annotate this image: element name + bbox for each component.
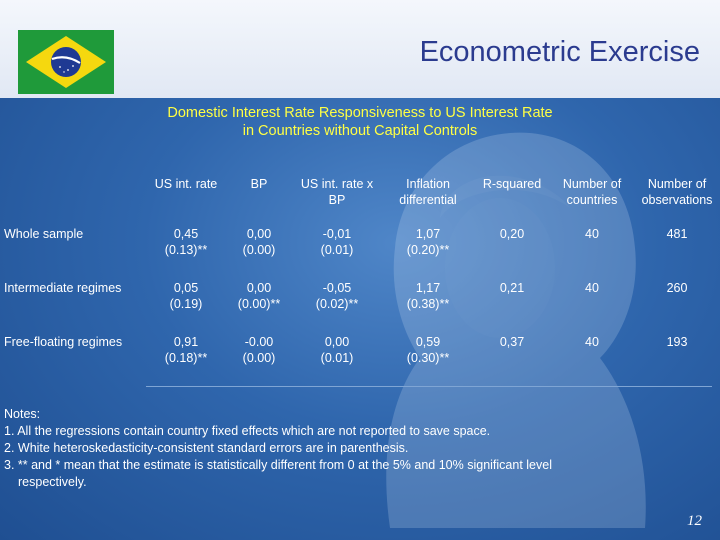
table-cell: -0,05 (0.02)** <box>315 281 359 311</box>
header-corner-cell <box>0 174 146 210</box>
column-header: R-squared <box>482 177 542 191</box>
table-cell: 40 <box>585 281 599 295</box>
brazil-flag-icon <box>18 30 114 94</box>
column-header: US int. rate <box>154 177 218 191</box>
table-caption: Domestic Interest Rate Responsiveness to… <box>0 104 720 140</box>
column-header: Number of countries <box>562 177 622 207</box>
table-cell: 0,00 (0.00) <box>242 227 276 257</box>
header-band: Econometric Exercise <box>0 0 720 98</box>
table-cell: 1,17 (0.38)** <box>406 281 450 311</box>
table-cell: 40 <box>585 227 599 241</box>
page-number: 12 <box>687 513 702 529</box>
note-item-continuation: respectively. <box>18 475 87 489</box>
table-cell: 40 <box>585 335 599 349</box>
table-cell: 0,00 (0.00)** <box>237 281 281 311</box>
note-item: 1. All the regressions contain country f… <box>4 424 491 438</box>
table-cell: -0.00 (0.00) <box>242 335 276 365</box>
table-row: Intermediate regimes 0,05 (0.19) 0,00 (0.0… <box>0 268 720 322</box>
note-item: 2. White heteroskedasticity-consistent s… <box>4 441 409 455</box>
table-cell: 260 <box>666 281 688 295</box>
table-cell: 193 <box>666 335 688 349</box>
table-cell: 0,21 <box>499 281 525 295</box>
table-cell: 0,37 <box>499 335 525 349</box>
slide-title: Econometric Exercise <box>419 36 700 68</box>
row-label: Whole sample <box>4 227 84 241</box>
column-header: Inflation differential <box>399 177 457 207</box>
table-row: Whole sample 0,45 (0.13)** 0,00 (0.00) -0,… <box>0 210 720 268</box>
column-header: Number of observations <box>641 177 713 207</box>
row-label: Intermediate regimes <box>4 281 122 295</box>
table-cell: 0,20 <box>499 227 525 241</box>
table-cell: 0,00 (0.01) <box>320 335 354 365</box>
table-cell: -0,01 (0.01) <box>320 227 354 257</box>
table-cell: 481 <box>666 227 688 241</box>
table-cell: 0,45 (0.13)** <box>164 227 208 257</box>
column-header: US int. rate x BP <box>300 177 374 207</box>
table-cell: 1,07 (0.20)** <box>406 227 450 257</box>
row-label: Free-floating regimes <box>4 335 123 349</box>
caption-line-1: Domestic Interest Rate Responsiveness to… <box>167 105 553 121</box>
table-header-row: US int. rate BP US int. rate x BP Inflati… <box>0 174 720 210</box>
table-bottom-divider <box>146 386 712 387</box>
column-header: BP <box>250 177 268 191</box>
table-notes: Notes: 1. All the regressions contain co… <box>4 406 714 491</box>
note-item: 3. ** and * mean that the estimate is st… <box>4 458 552 472</box>
table-cell: 0,91 (0.18)** <box>164 335 208 365</box>
caption-line-2: in Countries without Capital Controls <box>242 123 478 139</box>
regression-results-table: US int. rate BP US int. rate x BP Inflati… <box>0 174 720 376</box>
table-cell: 0,59 (0.30)** <box>406 335 450 365</box>
table-row: Free-floating regimes 0,91 (0.18)** -0.00… <box>0 322 720 376</box>
notes-heading: Notes: <box>4 407 41 421</box>
table-cell: 0,05 (0.19) <box>169 281 203 311</box>
